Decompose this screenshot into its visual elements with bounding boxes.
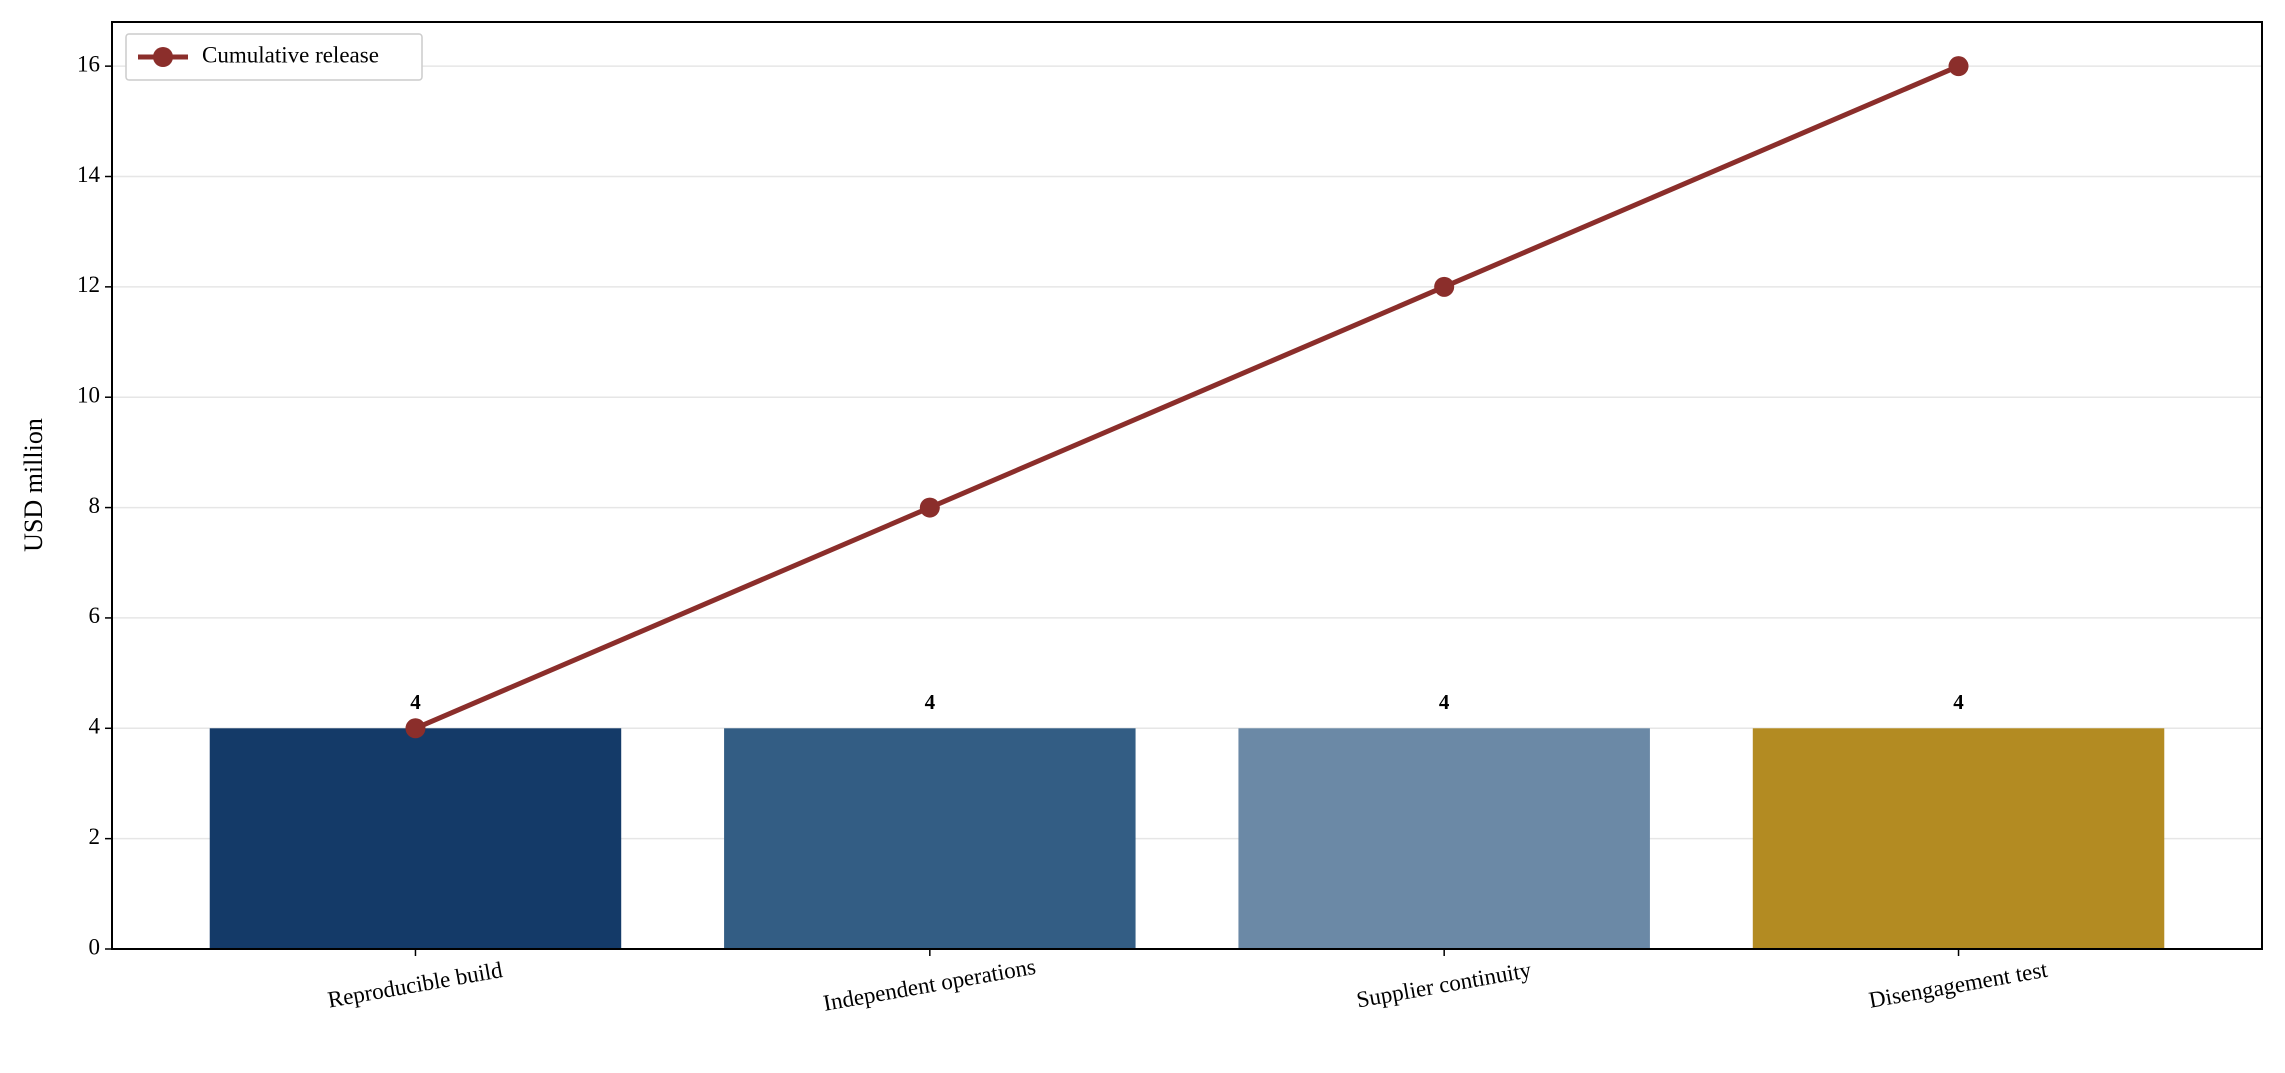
legend-marker: [153, 47, 173, 67]
y-axis-label: USD million: [19, 418, 48, 552]
y-tick-label: 16: [77, 51, 100, 76]
y-tick-label: 4: [89, 714, 101, 739]
bar: [1238, 728, 1650, 949]
line-point: [405, 718, 426, 739]
y-tick-label: 14: [77, 162, 101, 187]
data-label: 4: [1439, 690, 1450, 714]
y-tick-label: 10: [77, 382, 100, 407]
x-tick-label: Supplier continuity: [1354, 957, 1533, 1012]
bar: [724, 728, 1136, 949]
line-point: [919, 497, 940, 518]
y-tick-label: 0: [89, 934, 101, 959]
legend-label: Cumulative release: [202, 42, 379, 67]
x-tick-label: Disengagement test: [1867, 957, 2050, 1013]
line-point: [1434, 276, 1455, 297]
line-point: [1948, 56, 1969, 77]
x-tick-label: Reproducible build: [326, 957, 505, 1012]
y-tick-label: 8: [89, 493, 101, 518]
data-label: 4: [925, 690, 936, 714]
plot-frame: [111, 21, 2263, 950]
data-label: 4: [1953, 690, 1964, 714]
y-tick-label: 2: [89, 824, 101, 849]
x-tick-label: Independent operations: [821, 954, 1037, 1016]
y-tick-label: 6: [89, 603, 101, 628]
bar: [1752, 728, 2165, 949]
data-label: 4: [410, 690, 421, 714]
line: [414, 63, 1960, 731]
legend-box: [125, 33, 423, 81]
bar: [209, 728, 622, 949]
y-tick-label: 12: [77, 272, 100, 297]
